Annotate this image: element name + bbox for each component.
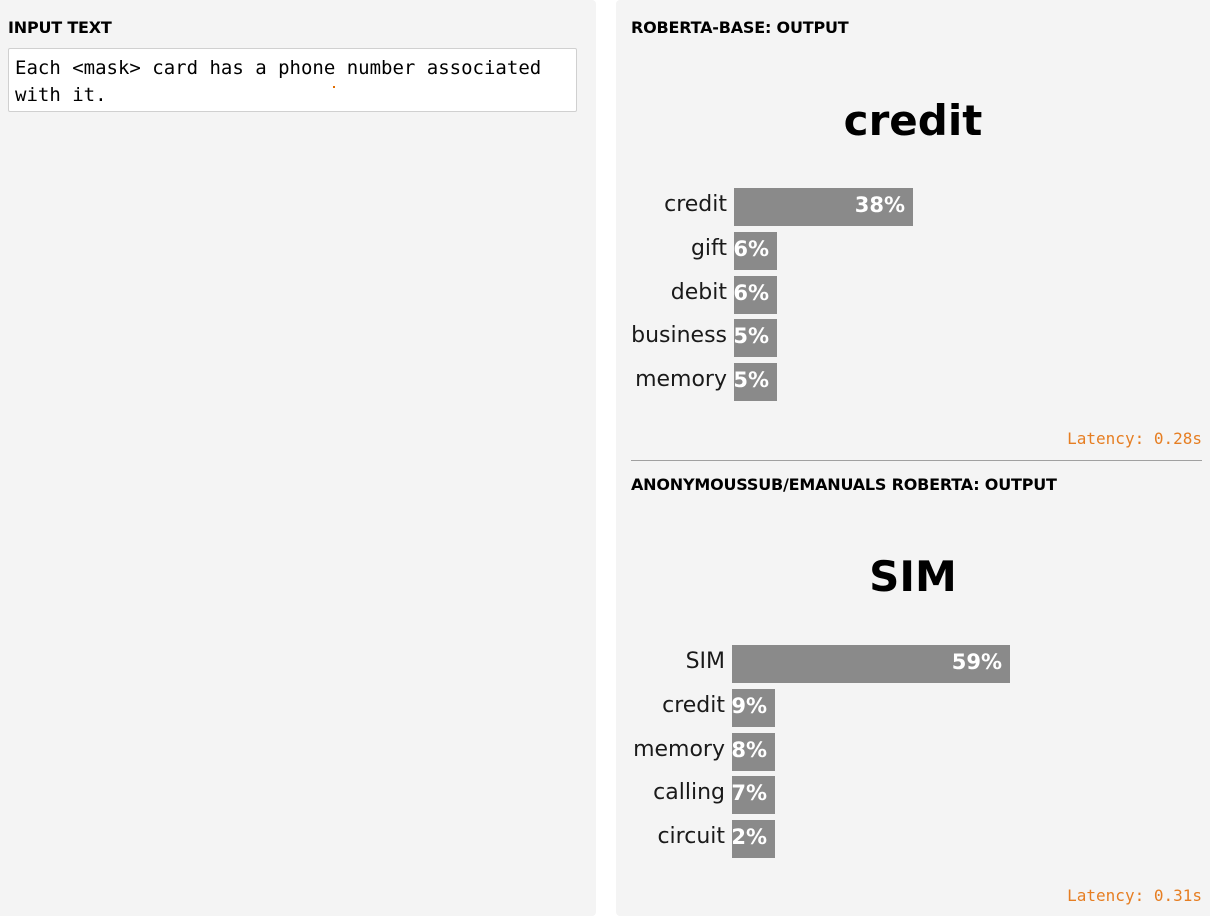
prediction-row: credit [616,188,727,226]
prediction-row: gift [616,232,727,270]
prediction-percent: 5% [733,368,769,392]
prediction-bar: 6% [733,276,777,314]
prediction-token: circuit [657,824,725,849]
prediction-bar: 9% [731,689,775,727]
prediction-percent: 59% [951,650,1002,674]
top-prediction-emanuals-roberta: SIM [869,552,957,601]
prediction-row: business [616,319,727,357]
prediction-token: gift [690,236,727,261]
prediction-bar: 59% [732,645,1010,683]
prediction-token: business [631,323,727,348]
latency-emanuals-roberta: Latency: 0.31s [1067,886,1202,905]
prediction-token: memory [633,737,725,762]
prediction-row: memory [616,733,725,771]
prediction-token: credit [664,192,727,217]
prediction-row: SIM [616,645,725,683]
prediction-row: calling [616,776,725,814]
prediction-token: debit [670,280,727,305]
prediction-percent: 38% [854,193,905,217]
output-panel [616,0,1210,916]
input-title: INPUT TEXT [8,18,112,37]
prediction-percent: 6% [733,281,769,305]
spellcheck-marker [333,86,335,88]
prediction-row: credit [616,689,725,727]
output-title-emanuals-roberta: ANONYMOUSSUB/EMANUALS ROBERTA: OUTPUT [631,475,1057,494]
prediction-token: memory [635,367,727,392]
prediction-bar: 38% [734,188,913,226]
prediction-row: memory [616,363,727,401]
prediction-bar: 5% [733,363,777,401]
top-prediction-roberta-base: credit [843,96,983,145]
prediction-percent: 2% [731,825,767,849]
output-title-roberta-base: ROBERTA-BASE: OUTPUT [631,18,849,37]
prediction-percent: 7% [731,781,767,805]
output-divider [631,460,1202,461]
prediction-bar: 6% [733,232,777,270]
input-panel [0,0,596,916]
prediction-bar: 7% [731,776,775,814]
prediction-token: SIM [685,649,725,674]
prediction-percent: 6% [733,237,769,261]
prediction-bar: 2% [731,820,775,858]
prediction-row: circuit [616,820,725,858]
prediction-token: credit [662,693,725,718]
input-text-field[interactable]: Each <mask> card has a phone number asso… [8,48,577,112]
prediction-percent: 8% [731,738,767,762]
prediction-percent: 9% [731,694,767,718]
latency-roberta-base: Latency: 0.28s [1067,429,1202,448]
prediction-bar: 5% [733,319,777,357]
prediction-row: debit [616,276,727,314]
prediction-percent: 5% [733,324,769,348]
prediction-bar: 8% [731,733,775,771]
prediction-token: calling [653,780,725,805]
